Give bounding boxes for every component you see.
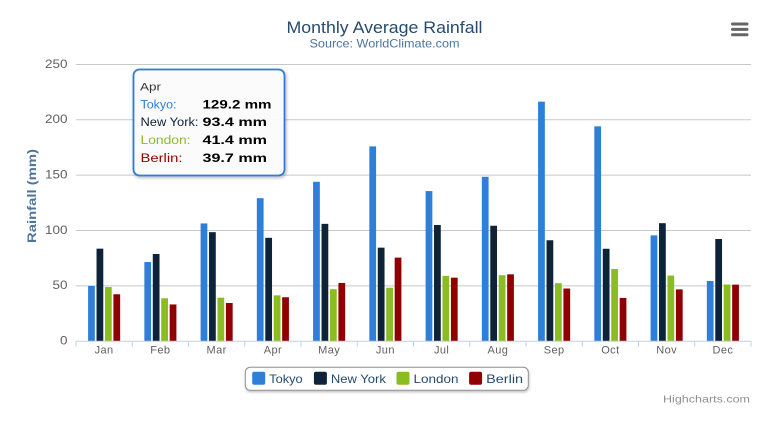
svg-text:200: 200 — [45, 114, 68, 126]
svg-text:Jun: Jun — [376, 344, 395, 356]
svg-text:Dec: Dec — [712, 344, 733, 356]
svg-text:Rainfall (mm): Rainfall (mm) — [25, 149, 39, 243]
svg-text:Mar: Mar — [207, 344, 227, 356]
svg-text:Jan: Jan — [95, 344, 114, 356]
svg-text:Monthly Average Rainfall: Monthly Average Rainfall — [287, 18, 483, 37]
svg-text:London:: London: — [141, 135, 191, 147]
svg-text:Nov: Nov — [656, 344, 677, 356]
svg-text:Tokyo: Tokyo — [269, 372, 303, 386]
svg-text:100: 100 — [45, 225, 68, 237]
svg-text:129.2 mm: 129.2 mm — [203, 99, 272, 111]
svg-text:London: London — [414, 372, 459, 386]
svg-text:Berlin:: Berlin: — [141, 153, 183, 165]
svg-text:Apr: Apr — [140, 81, 161, 93]
svg-text:Oct: Oct — [601, 344, 619, 356]
svg-text:Apr: Apr — [264, 344, 282, 356]
svg-text:New York:: New York: — [141, 117, 199, 129]
svg-text:Feb: Feb — [150, 344, 170, 356]
svg-text:Jul: Jul — [434, 344, 449, 356]
svg-text:Sep: Sep — [544, 344, 565, 356]
svg-text:Tokyo:: Tokyo: — [141, 99, 177, 111]
svg-text:May: May — [318, 344, 340, 356]
svg-text:93.4 mm: 93.4 mm — [203, 117, 268, 129]
svg-text:250: 250 — [45, 59, 68, 71]
svg-text:41.4 mm: 41.4 mm — [203, 135, 268, 147]
svg-text:Aug: Aug — [487, 344, 508, 356]
svg-text:Source: WorldClimate.com: Source: WorldClimate.com — [310, 37, 460, 51]
svg-text:Berlin: Berlin — [486, 372, 523, 386]
svg-text:150: 150 — [45, 169, 68, 181]
svg-text:50: 50 — [53, 280, 68, 292]
svg-text:0: 0 — [60, 336, 68, 348]
svg-text:Highcharts.com: Highcharts.com — [663, 394, 750, 406]
svg-text:39.7 mm: 39.7 mm — [203, 153, 268, 165]
svg-text:New York: New York — [331, 372, 387, 386]
